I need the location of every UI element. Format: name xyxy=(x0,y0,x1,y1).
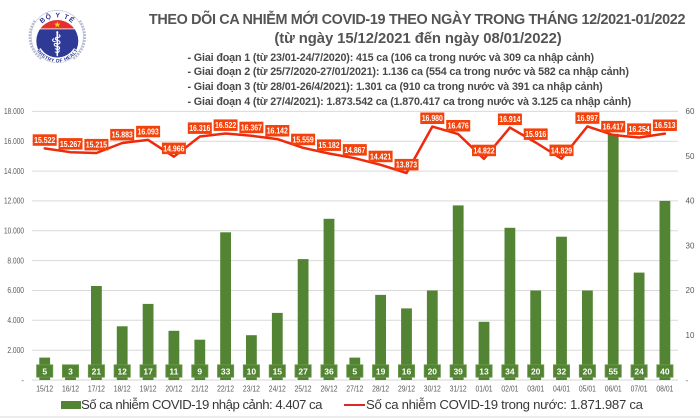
svg-text:15.559: 15.559 xyxy=(293,134,314,144)
svg-text:28/12: 28/12 xyxy=(372,384,389,394)
svg-text:13: 13 xyxy=(479,366,489,376)
svg-text:14.829: 14.829 xyxy=(551,145,572,155)
svg-text:18/12: 18/12 xyxy=(114,384,131,394)
svg-text:9: 9 xyxy=(197,366,202,376)
svg-text:10: 10 xyxy=(686,331,695,340)
svg-text:30: 30 xyxy=(686,241,695,250)
svg-text:14.822: 14.822 xyxy=(473,145,494,155)
svg-text:25/12: 25/12 xyxy=(295,384,312,394)
svg-text:39: 39 xyxy=(453,366,463,376)
svg-text:01/01: 01/01 xyxy=(476,384,493,394)
svg-text:22/12: 22/12 xyxy=(217,384,234,394)
svg-text:06/01: 06/01 xyxy=(605,384,622,394)
svg-text:17: 17 xyxy=(143,366,153,376)
svg-text:16.254: 16.254 xyxy=(629,124,650,134)
svg-text:40: 40 xyxy=(660,366,670,376)
svg-text:6.000: 6.000 xyxy=(7,286,24,295)
svg-text:16.476: 16.476 xyxy=(448,121,469,131)
svg-text:36: 36 xyxy=(324,366,334,376)
svg-text:8.000: 8.000 xyxy=(7,256,24,265)
svg-text:19/12: 19/12 xyxy=(140,384,157,394)
svg-text:21/12: 21/12 xyxy=(191,384,208,394)
svg-text:16.316: 16.316 xyxy=(189,123,210,133)
svg-text:50: 50 xyxy=(686,152,695,161)
svg-text:20: 20 xyxy=(686,286,695,295)
svg-text:4.000: 4.000 xyxy=(7,316,24,325)
svg-text:18.000: 18.000 xyxy=(4,107,24,116)
svg-text:14.421: 14.421 xyxy=(370,151,391,161)
svg-text:2.000: 2.000 xyxy=(7,346,24,355)
svg-text:16.997: 16.997 xyxy=(577,113,598,123)
svg-text:16: 16 xyxy=(402,366,412,376)
svg-text:15.522: 15.522 xyxy=(34,135,55,145)
svg-text:27/12: 27/12 xyxy=(346,384,363,394)
svg-text:24: 24 xyxy=(634,366,644,376)
svg-text:20/12: 20/12 xyxy=(165,384,182,394)
svg-text:34: 34 xyxy=(505,366,515,376)
svg-text:24/12: 24/12 xyxy=(269,384,286,394)
svg-text:04/01: 04/01 xyxy=(553,384,570,394)
svg-text:19: 19 xyxy=(376,366,386,376)
svg-text:-: - xyxy=(686,376,689,385)
svg-text:15/12: 15/12 xyxy=(36,384,53,394)
svg-text:16.000: 16.000 xyxy=(4,137,24,146)
svg-text:3: 3 xyxy=(68,366,73,376)
svg-text:15: 15 xyxy=(273,366,283,376)
svg-text:40: 40 xyxy=(686,197,695,206)
svg-text:23/12: 23/12 xyxy=(243,384,260,394)
svg-text:16.513: 16.513 xyxy=(654,120,675,130)
svg-text:08/01: 08/01 xyxy=(656,384,673,394)
svg-text:26/12: 26/12 xyxy=(321,384,338,394)
svg-text:11: 11 xyxy=(169,366,178,376)
svg-text:14.867: 14.867 xyxy=(344,145,365,155)
svg-text:15.267: 15.267 xyxy=(60,139,81,149)
svg-text:10.000: 10.000 xyxy=(4,227,24,236)
svg-text:55: 55 xyxy=(608,366,618,376)
svg-text:03/01: 03/01 xyxy=(527,384,544,394)
svg-text:15.215: 15.215 xyxy=(86,140,107,150)
svg-text:07/01: 07/01 xyxy=(631,384,648,394)
svg-text:15.182: 15.182 xyxy=(318,140,339,150)
svg-text:17/12: 17/12 xyxy=(88,384,105,394)
svg-text:12: 12 xyxy=(117,366,127,376)
svg-text:02/01: 02/01 xyxy=(501,384,518,394)
svg-text:31/12: 31/12 xyxy=(450,384,467,394)
svg-text:16.980: 16.980 xyxy=(422,113,443,123)
svg-text:60: 60 xyxy=(686,107,695,116)
svg-text:33: 33 xyxy=(221,366,231,376)
svg-text:20: 20 xyxy=(583,366,593,376)
svg-text:21: 21 xyxy=(92,366,102,376)
svg-text:-: - xyxy=(21,376,24,385)
svg-text:16.417: 16.417 xyxy=(603,122,624,132)
svg-text:12.000: 12.000 xyxy=(4,197,24,206)
svg-text:32: 32 xyxy=(557,366,567,376)
svg-text:5: 5 xyxy=(352,366,357,376)
svg-text:30/12: 30/12 xyxy=(424,384,441,394)
svg-text:14.000: 14.000 xyxy=(4,167,24,176)
svg-text:16.522: 16.522 xyxy=(215,120,236,130)
svg-text:14.966: 14.966 xyxy=(163,143,184,153)
svg-text:20: 20 xyxy=(531,366,541,376)
svg-text:15.883: 15.883 xyxy=(112,130,133,140)
svg-text:16.093: 16.093 xyxy=(138,127,159,137)
svg-text:5: 5 xyxy=(42,366,47,376)
svg-text:20: 20 xyxy=(428,366,438,376)
svg-text:16/12: 16/12 xyxy=(62,384,79,394)
svg-text:05/01: 05/01 xyxy=(579,384,596,394)
svg-text:10: 10 xyxy=(247,366,257,376)
svg-text:16.367: 16.367 xyxy=(241,122,262,132)
svg-text:16.914: 16.914 xyxy=(499,114,520,124)
svg-text:29/12: 29/12 xyxy=(398,384,415,394)
svg-text:16.142: 16.142 xyxy=(267,126,288,136)
svg-text:27: 27 xyxy=(298,366,308,376)
svg-text:15.916: 15.916 xyxy=(525,129,546,139)
svg-text:13.873: 13.873 xyxy=(396,160,417,170)
